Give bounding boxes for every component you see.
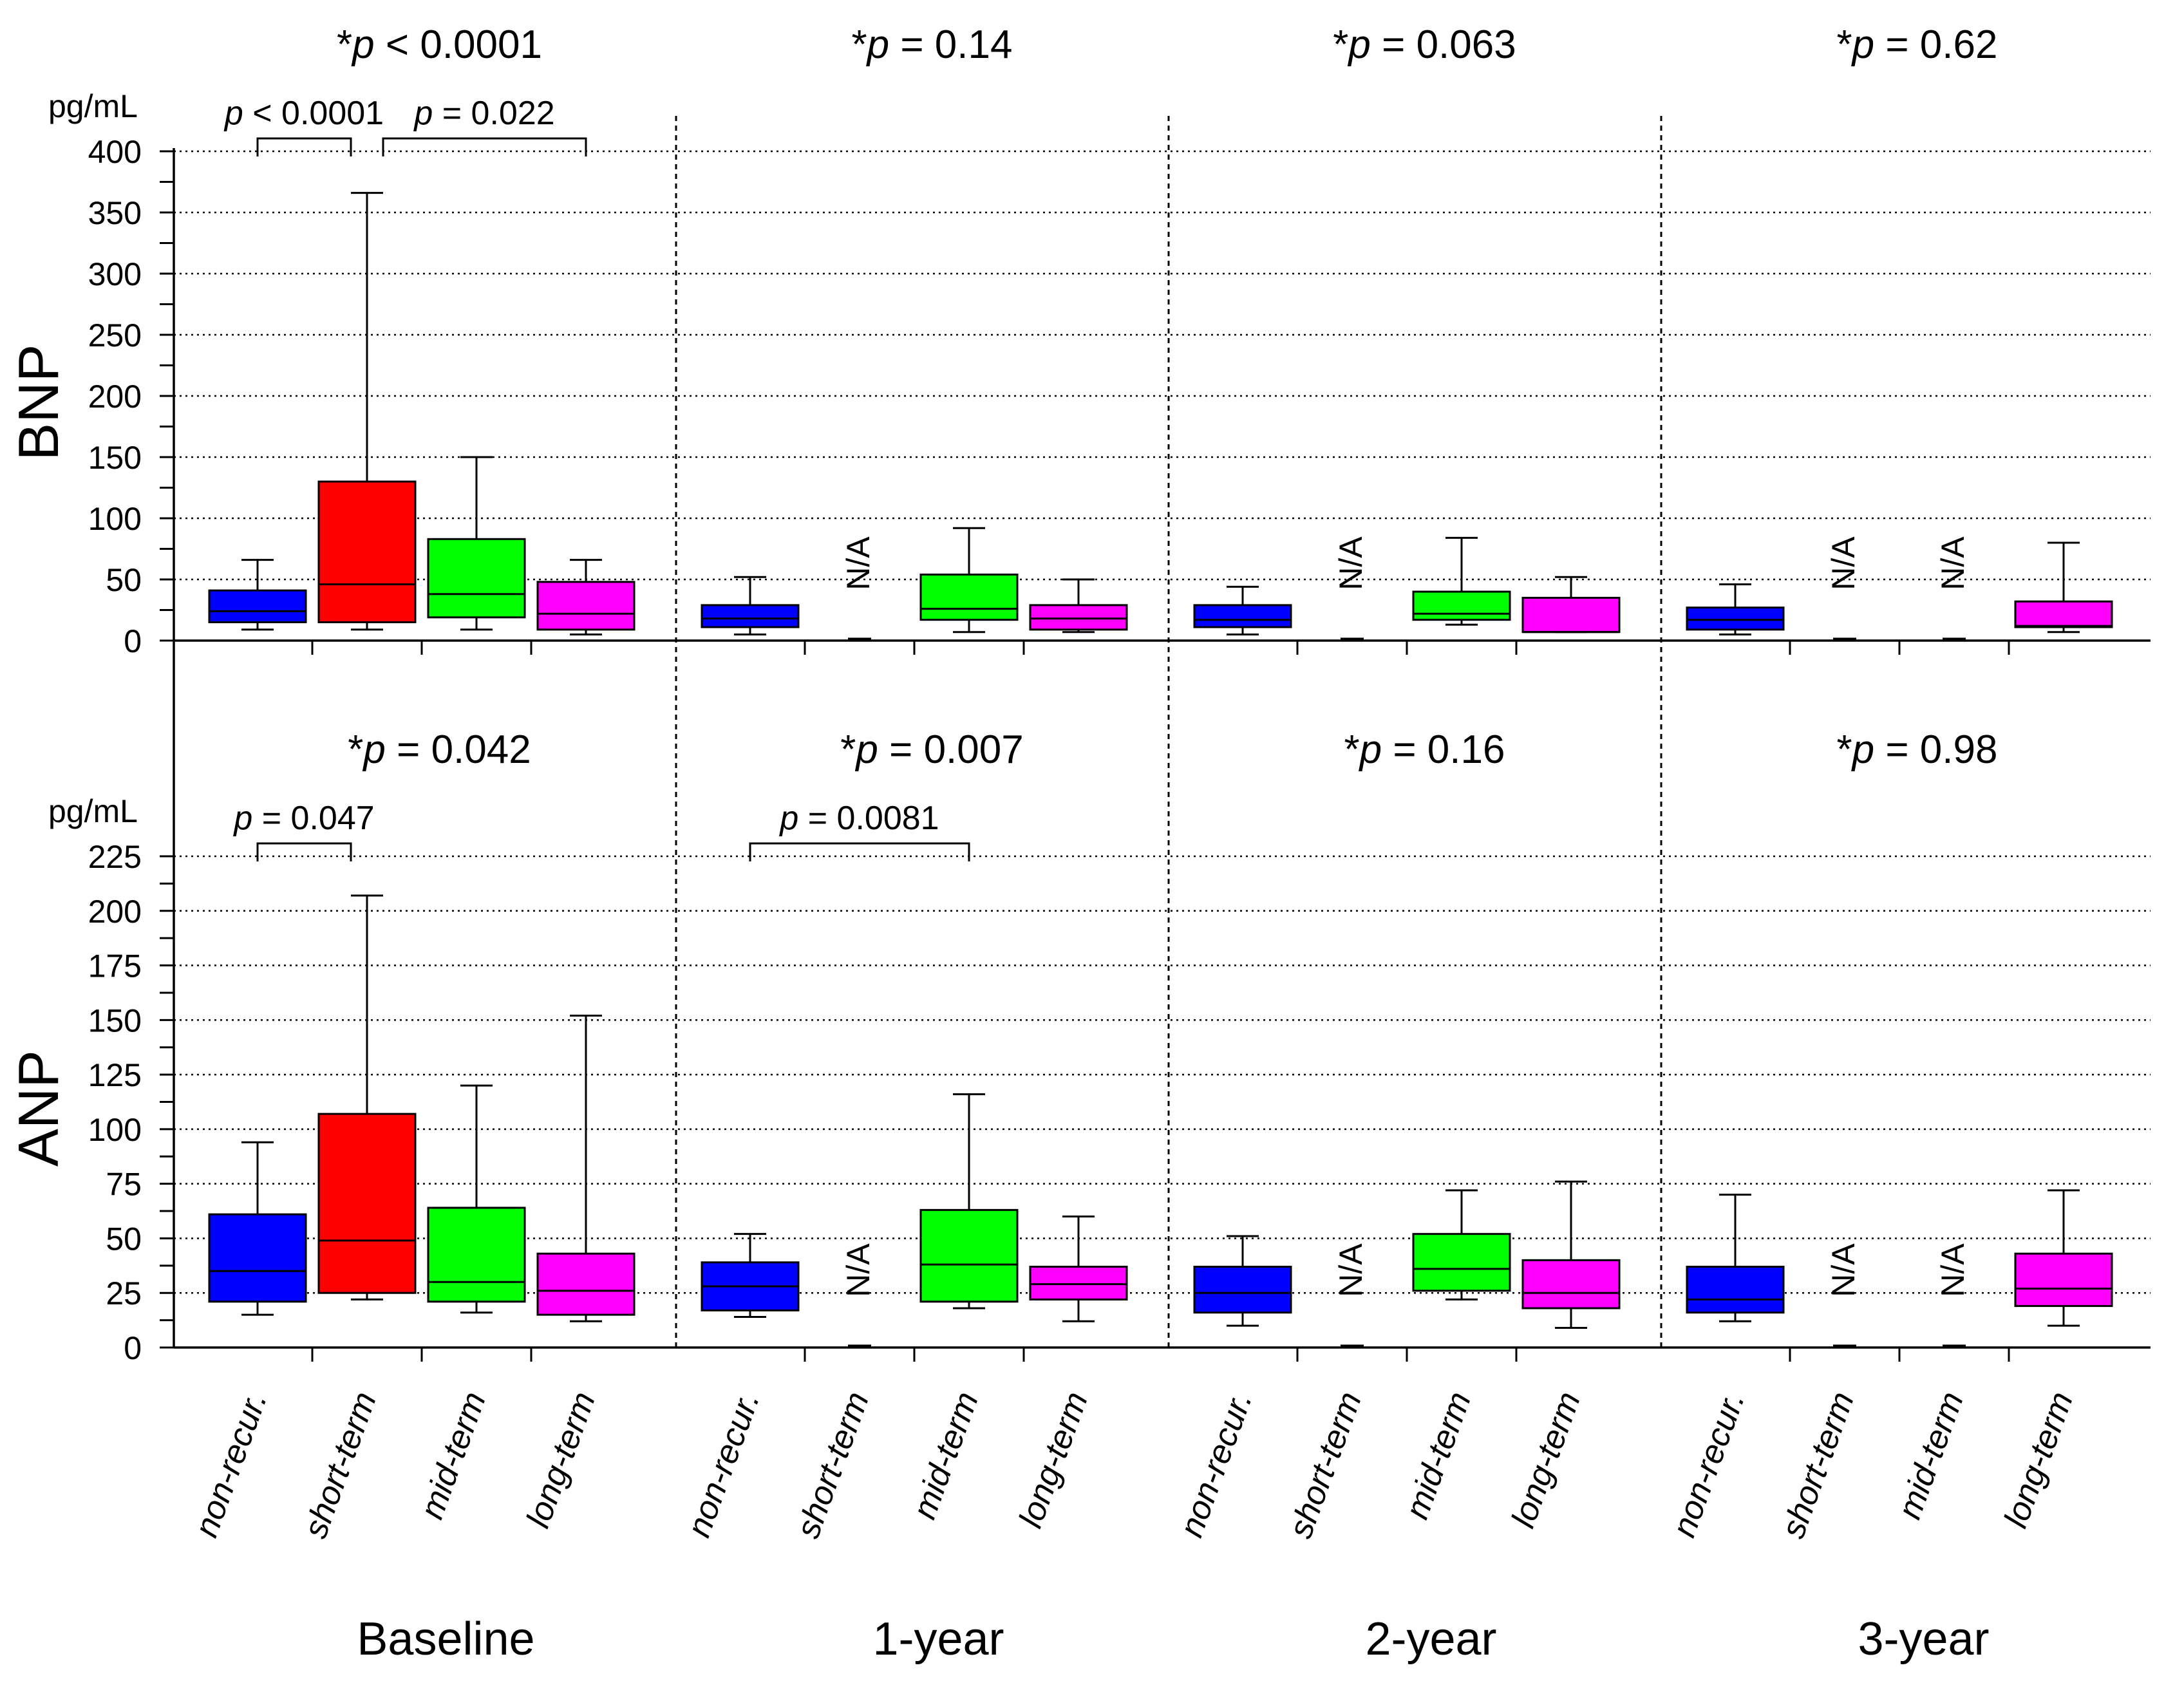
y-axis-label-bnp: BNP (6, 344, 70, 461)
overall-p-value: *p = 0.007 (840, 728, 1023, 772)
box-nonrecur (1193, 604, 1292, 628)
box-nonrecur (1686, 1266, 1785, 1314)
y-tick-label: 400 (88, 134, 142, 170)
axes (160, 137, 2151, 1362)
overall-p-value: *p = 0.042 (348, 728, 531, 772)
box-midterm (1412, 1233, 1511, 1292)
x-category-label: non-recur. (187, 1387, 274, 1542)
x-category-label: short-term (1774, 1387, 1862, 1543)
y-unit-label: pg/mL (48, 88, 138, 124)
x-category-label: non-recur. (1172, 1387, 1259, 1542)
box-midterm (1412, 590, 1511, 621)
box-longterm (536, 1252, 635, 1316)
overall-p-value: *p = 0.98 (1837, 728, 1998, 772)
comparison-bracket (256, 137, 352, 156)
x-category-label: mid-term (413, 1387, 494, 1524)
na-label: N/A (1935, 536, 1971, 590)
x-category-label: long-term (1505, 1387, 1588, 1532)
y-tick-label: 250 (88, 317, 142, 353)
x-category-label: long-term (1997, 1387, 2081, 1532)
y-tick-label: 75 (106, 1167, 142, 1203)
y-unit-label: pg/mL (48, 793, 138, 829)
y-tick-label: 300 (88, 256, 142, 292)
na-label: N/A (1935, 1243, 1971, 1297)
box-shortterm (317, 480, 417, 623)
y-tick-label: 0 (124, 1330, 142, 1366)
box-longterm (1029, 604, 1128, 631)
na-label: N/A (1825, 536, 1861, 590)
bracket-p-value: p = 0.0081 (778, 800, 939, 837)
boxes (208, 192, 2113, 1347)
gridlines (174, 150, 2151, 1294)
y-tick-label: 200 (88, 379, 142, 415)
overall-p-value: *p = 0.14 (852, 23, 1013, 67)
y-tick-label: 100 (88, 1112, 142, 1148)
y-tick-label: 200 (88, 894, 142, 930)
na-label: N/A (1333, 536, 1369, 590)
box-longterm (1521, 597, 1621, 634)
na-label: N/A (840, 1243, 876, 1297)
group-label: 3-year (1858, 1613, 1989, 1665)
x-category-label: long-term (1012, 1387, 1096, 1532)
group-separators (675, 116, 1662, 1348)
overall-p-value: *p = 0.16 (1344, 728, 1505, 772)
x-category-label: short-term (789, 1387, 877, 1543)
y-tick-label: 25 (106, 1275, 142, 1311)
bracket-p-value: p < 0.0001 (223, 95, 384, 132)
x-category-label: long-term (520, 1387, 603, 1532)
group-label: Baseline (357, 1613, 534, 1665)
na-label: N/A (840, 536, 876, 590)
box-nonrecur (208, 589, 307, 623)
box-midterm (919, 1208, 1019, 1303)
group-label: 2-year (1365, 1613, 1496, 1665)
na-label: N/A (1825, 1243, 1861, 1297)
x-category-label: mid-term (1891, 1387, 1972, 1524)
x-category-label: mid-term (1398, 1387, 1479, 1524)
box-longterm (2014, 1252, 2113, 1308)
y-tick-label: 150 (88, 1002, 142, 1038)
x-category-label: non-recur. (680, 1387, 767, 1542)
comparison-bracket (256, 842, 352, 861)
bracket-p-value: p = 0.047 (232, 800, 374, 837)
y-tick-label: 0 (124, 623, 142, 659)
box-longterm (2014, 600, 2113, 628)
box-nonrecur (701, 604, 800, 628)
box-midterm (919, 573, 1019, 621)
box-nonrecur (1686, 606, 1785, 631)
overall-p-value: *p = 0.62 (1837, 23, 1998, 67)
x-category-label: short-term (1282, 1387, 1370, 1543)
bracket-p-value: p = 0.022 (413, 95, 554, 132)
y-tick-label: 100 (88, 501, 142, 537)
y-tick-label: 150 (88, 440, 142, 476)
box-midterm (427, 538, 526, 619)
box-longterm (1521, 1259, 1621, 1310)
y-tick-label: 225 (88, 839, 142, 875)
comparison-bracket (382, 137, 587, 156)
box-midterm (427, 1207, 526, 1303)
y-tick-label: 50 (106, 1221, 142, 1257)
box-shortterm (317, 1113, 417, 1294)
box-longterm (1029, 1266, 1128, 1301)
comparison-bracket (749, 842, 970, 861)
overall-p-value: *p = 0.063 (1333, 23, 1516, 67)
na-label: N/A (1333, 1243, 1369, 1297)
y-tick-label: 125 (88, 1057, 142, 1093)
box-nonrecur (1193, 1266, 1292, 1314)
y-tick-label: 350 (88, 195, 142, 231)
x-category-label: non-recur. (1665, 1387, 1752, 1542)
y-tick-label: 175 (88, 948, 142, 984)
overall-p-value: *p < 0.0001 (337, 23, 542, 67)
y-tick-label: 50 (106, 562, 142, 598)
y-axis-label-anp: ANP (6, 1050, 70, 1167)
box-longterm (536, 581, 635, 631)
x-category-label: mid-term (906, 1387, 986, 1524)
x-category-label: short-term (297, 1387, 384, 1543)
group-label: 1-year (872, 1613, 1004, 1665)
box-nonrecur (208, 1213, 307, 1303)
